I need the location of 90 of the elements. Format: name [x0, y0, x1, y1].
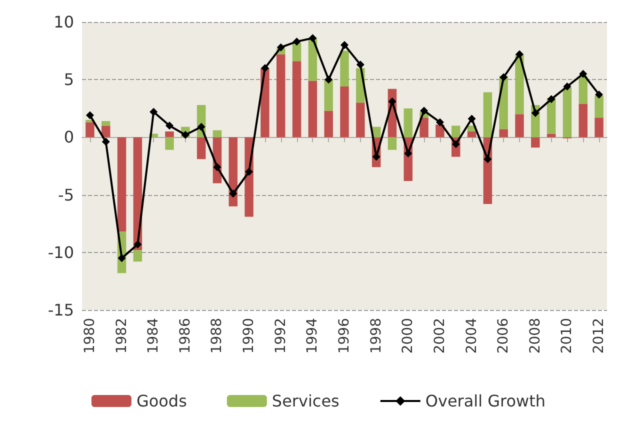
point — [213, 163, 222, 172]
point — [531, 109, 540, 118]
x-tick-label: 2004 — [464, 318, 480, 354]
legend-label: Services — [272, 392, 340, 410]
y-tick-label: -15 — [48, 300, 74, 320]
bar — [546, 134, 556, 138]
point — [276, 43, 285, 52]
bar — [276, 54, 286, 138]
bar — [594, 118, 604, 138]
point — [404, 149, 412, 158]
point — [388, 97, 396, 106]
point — [134, 240, 142, 248]
point — [102, 138, 110, 146]
point — [197, 122, 206, 131]
bar — [420, 118, 428, 138]
bar — [133, 250, 142, 262]
point — [356, 60, 364, 69]
bar — [515, 114, 524, 138]
bar — [292, 42, 302, 62]
point — [500, 73, 508, 82]
point — [340, 41, 348, 50]
x-tick-label: 1980 — [82, 318, 98, 354]
x-tick-label: 2002 — [432, 318, 448, 354]
bar — [101, 121, 110, 126]
bar — [340, 50, 349, 87]
bar — [324, 80, 333, 111]
bar — [499, 129, 508, 138]
point — [308, 34, 317, 42]
point — [516, 50, 524, 58]
bar — [404, 108, 413, 138]
point — [468, 114, 476, 123]
x-tick-label: 1986 — [177, 318, 194, 354]
bar — [578, 76, 588, 104]
point — [563, 82, 572, 91]
bar — [578, 104, 588, 138]
x-tick-label: 2000 — [400, 318, 416, 354]
bar — [101, 126, 110, 138]
x-tick-label: 1994 — [304, 318, 321, 354]
bar — [196, 137, 206, 160]
legend-label: Goods — [136, 392, 187, 410]
bar — [324, 110, 333, 138]
point — [420, 106, 428, 115]
bar — [117, 137, 126, 232]
point — [292, 38, 301, 46]
bar — [467, 131, 476, 138]
y-tick-label: -10 — [48, 242, 74, 262]
bar — [165, 137, 174, 150]
x-tick-label: 2010 — [559, 318, 576, 354]
point — [181, 130, 190, 139]
bar — [531, 137, 540, 148]
legend-label: Overall Growth — [425, 392, 546, 410]
y-tick-label: -5 — [58, 185, 74, 204]
x-tick-label: 1990 — [241, 318, 258, 354]
x-tick-label: 1988 — [209, 318, 226, 354]
x-tick-label: 1992 — [272, 318, 289, 354]
x-tick-label: 1982 — [114, 318, 130, 354]
bar — [594, 96, 604, 118]
point — [260, 64, 269, 72]
x-tick-label: 1984 — [146, 318, 162, 354]
x-tick-label: 2006 — [496, 318, 512, 354]
point — [547, 95, 556, 104]
point — [150, 108, 158, 116]
point — [324, 76, 333, 84]
bar — [451, 126, 460, 138]
point — [166, 122, 174, 130]
y-tick-label: 5 — [64, 70, 74, 90]
bar — [308, 80, 318, 138]
point — [118, 254, 126, 262]
x-tick-label: 1998 — [368, 318, 384, 354]
x-tick-label: 2008 — [527, 318, 544, 354]
point — [595, 90, 604, 99]
point — [579, 70, 588, 78]
bar — [356, 102, 365, 138]
point — [436, 118, 444, 126]
bar — [562, 88, 572, 138]
bar — [340, 86, 349, 138]
bar — [292, 61, 302, 138]
bar — [212, 130, 222, 138]
x-tick-label: 1996 — [336, 318, 352, 354]
y-tick-label: 0 — [64, 128, 74, 147]
bar — [228, 137, 238, 206]
bar — [86, 122, 94, 138]
bar — [388, 137, 397, 150]
point — [245, 168, 254, 176]
bar — [483, 92, 492, 138]
bar — [165, 131, 174, 138]
point — [86, 111, 94, 120]
point — [229, 190, 238, 198]
x-tick-label: 2012 — [591, 318, 608, 354]
y-tick-label: 10 — [54, 12, 74, 32]
